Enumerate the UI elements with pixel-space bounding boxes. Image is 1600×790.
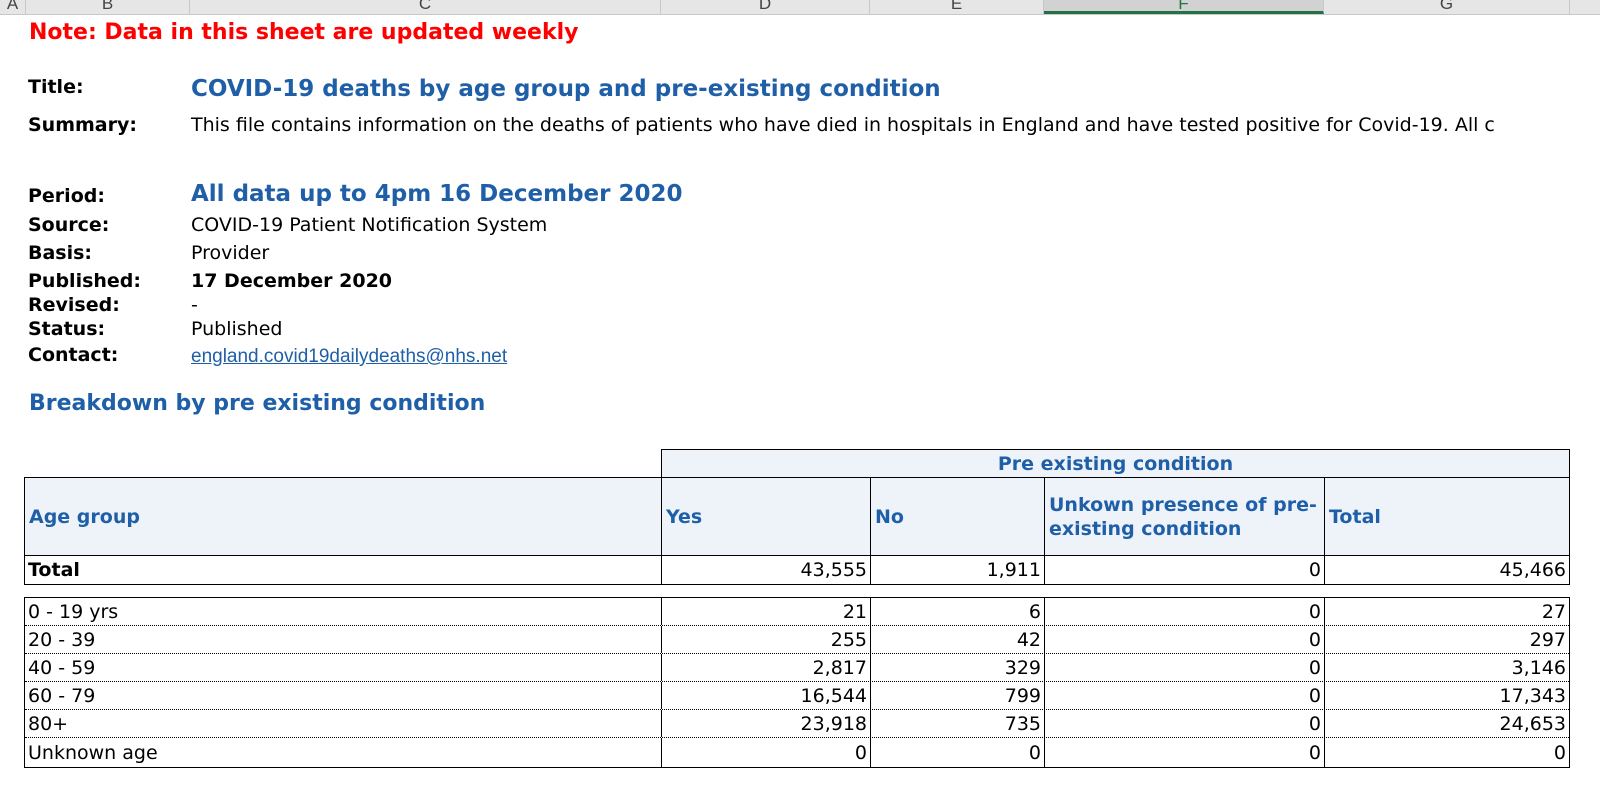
- table-row: 60 - 79 16,544 799 0 17,343: [25, 682, 1569, 710]
- status-value: Published: [191, 318, 283, 340]
- published-value: 17 December 2020: [191, 270, 393, 292]
- row-yes: 23,918: [662, 710, 871, 737]
- row-label: 80+: [25, 710, 662, 737]
- basis-label: Basis:: [28, 242, 93, 264]
- header-age-group: Age group: [25, 478, 662, 555]
- title-label: Title:: [28, 76, 84, 98]
- row-yes: 21: [662, 598, 871, 625]
- total-row-no: 1,911: [871, 556, 1045, 584]
- column-header-g[interactable]: G: [1324, 0, 1570, 14]
- row-label: Unknown age: [25, 738, 662, 767]
- row-label: 60 - 79: [25, 682, 662, 709]
- row-yes: 2,817: [662, 654, 871, 681]
- header-unknown: Unkown presence of pre-existing conditio…: [1045, 478, 1325, 555]
- table-row: 80+ 23,918 735 0 24,653: [25, 710, 1569, 738]
- header-yes: Yes: [662, 478, 871, 555]
- row-no: 0: [871, 738, 1045, 767]
- row-no: 42: [871, 626, 1045, 653]
- row-no: 799: [871, 682, 1045, 709]
- row-unknown: 0: [1045, 738, 1325, 767]
- total-row-label: Total: [25, 556, 662, 584]
- group-header: Pre existing condition: [661, 449, 1570, 478]
- contact-email-link[interactable]: england.covid19dailydeaths@nhs.net: [191, 346, 508, 367]
- row-yes: 255: [662, 626, 871, 653]
- column-header-a[interactable]: A: [0, 0, 26, 14]
- row-unknown: 0: [1045, 682, 1325, 709]
- table-row: 40 - 59 2,817 329 0 3,146: [25, 654, 1569, 682]
- column-header-bar: A B C D E F G: [0, 0, 1600, 15]
- revised-value: -: [191, 294, 198, 316]
- row-unknown: 0: [1045, 598, 1325, 625]
- page-title: COVID-19 deaths by age group and pre-exi…: [191, 76, 941, 102]
- row-total: 297: [1529, 628, 1566, 651]
- column-header-f[interactable]: F: [1044, 0, 1324, 14]
- source-value: COVID-19 Patient Notification System: [191, 214, 548, 236]
- total-row-total: 45,466: [1499, 559, 1566, 581]
- status-label: Status:: [28, 318, 106, 340]
- row-total: 24,653: [1499, 712, 1566, 735]
- header-no: No: [871, 478, 1045, 555]
- total-row-unknown: 0: [1045, 556, 1325, 584]
- table-row: 20 - 39 255 42 0 297: [25, 626, 1569, 654]
- basis-value: Provider: [191, 242, 270, 264]
- column-header-e[interactable]: E: [870, 0, 1044, 14]
- age-group-table-body: 0 - 19 yrs 21 6 0 27 20 - 39 255 42 0 29…: [24, 597, 1570, 768]
- table-header-row: Age group Yes No Unkown presence of pre-…: [24, 477, 1570, 556]
- summary-text: This file contains information on the de…: [191, 114, 1495, 136]
- row-total: 0: [1553, 741, 1566, 764]
- section-title: Breakdown by pre existing condition: [29, 391, 486, 416]
- period-label: Period:: [28, 185, 105, 207]
- revised-label: Revised:: [28, 294, 120, 316]
- column-header-c[interactable]: C: [190, 0, 661, 14]
- total-row: Total 43,555 1,911 0 45,466: [24, 555, 1570, 585]
- update-note: Note: Data in this sheet are updated wee…: [29, 20, 579, 45]
- summary-label: Summary:: [28, 114, 137, 136]
- source-label: Source:: [28, 214, 110, 236]
- row-total: 27: [1541, 600, 1566, 623]
- row-total: 3,146: [1511, 656, 1566, 679]
- row-no: 735: [871, 710, 1045, 737]
- row-label: 20 - 39: [25, 626, 662, 653]
- table-row: Unknown age 0 0 0 0: [25, 738, 1569, 767]
- total-row-yes: 43,555: [662, 556, 871, 584]
- period-value: All data up to 4pm 16 December 2020: [191, 181, 683, 207]
- group-header-label: Pre existing condition: [997, 452, 1234, 475]
- row-no: 329: [871, 654, 1045, 681]
- header-total: Total: [1329, 505, 1381, 528]
- row-unknown: 0: [1045, 710, 1325, 737]
- row-yes: 16,544: [662, 682, 871, 709]
- row-unknown: 0: [1045, 654, 1325, 681]
- column-header-b[interactable]: B: [26, 0, 190, 14]
- column-header-d[interactable]: D: [661, 0, 870, 14]
- contact-label: Contact:: [28, 344, 119, 366]
- row-total: 17,343: [1499, 684, 1566, 707]
- table-row: 0 - 19 yrs 21 6 0 27: [25, 598, 1569, 626]
- row-yes: 0: [662, 738, 871, 767]
- published-label: Published:: [28, 270, 141, 292]
- row-label: 0 - 19 yrs: [25, 598, 662, 625]
- row-unknown: 0: [1045, 626, 1325, 653]
- row-no: 6: [871, 598, 1045, 625]
- row-label: 40 - 59: [25, 654, 662, 681]
